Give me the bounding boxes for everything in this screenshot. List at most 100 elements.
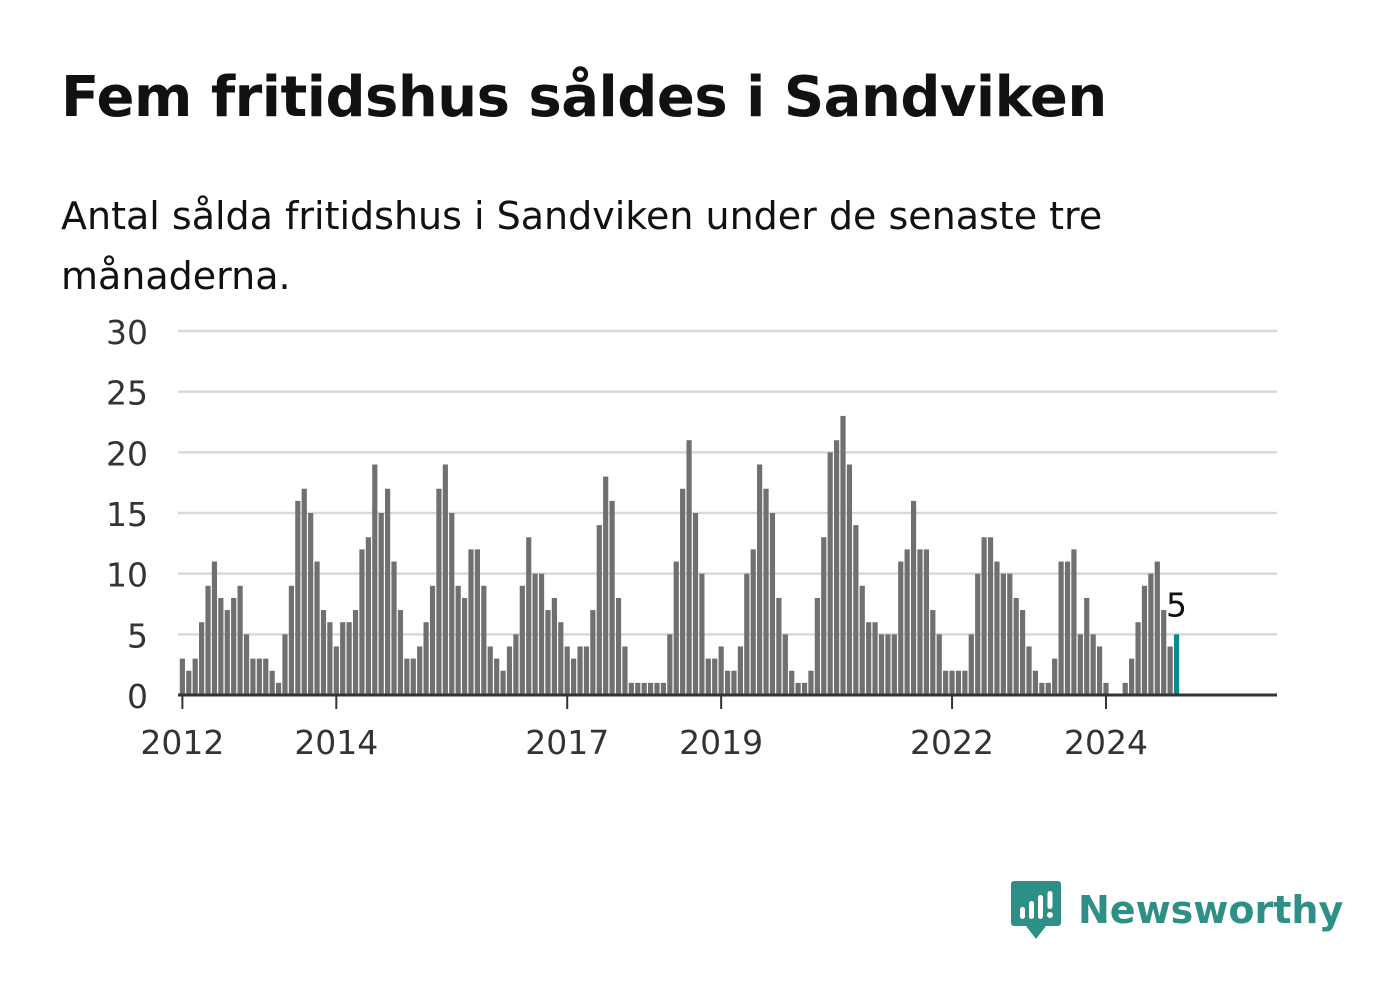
bar <box>635 682 641 695</box>
bar <box>429 585 436 695</box>
bar <box>449 513 455 695</box>
bar <box>1122 682 1128 695</box>
y-tick-label: 10 <box>106 556 148 595</box>
bar <box>526 537 532 695</box>
bar <box>224 610 230 695</box>
bar <box>577 646 583 695</box>
bar <box>975 573 981 695</box>
bar <box>314 561 320 695</box>
bar <box>814 597 820 695</box>
bar <box>622 646 628 695</box>
bar <box>962 670 968 695</box>
bar <box>378 513 384 695</box>
bar <box>269 670 275 695</box>
bar <box>1007 573 1013 695</box>
bar <box>1096 646 1103 695</box>
grid-lines <box>178 329 1277 636</box>
bar <box>218 597 224 695</box>
bar <box>769 513 776 695</box>
bar <box>391 561 397 695</box>
bar <box>1148 573 1154 695</box>
bar <box>320 610 327 695</box>
brand-logo: Newsworthy <box>1010 878 1343 942</box>
bar <box>673 561 679 695</box>
bar <box>346 622 352 695</box>
bar <box>782 634 788 695</box>
bar <box>583 646 590 695</box>
bar <box>853 525 859 695</box>
highlighted-bar <box>1173 634 1180 695</box>
bar <box>949 670 955 695</box>
bar <box>1141 585 1148 695</box>
bar <box>186 670 192 695</box>
x-tick-label: 2019 <box>679 723 763 762</box>
bar <box>474 549 481 695</box>
bar <box>699 573 705 695</box>
bar <box>763 488 769 695</box>
last-value-label: 5 <box>1166 585 1187 624</box>
bar <box>987 537 994 695</box>
bar <box>776 597 782 695</box>
bar <box>943 670 949 695</box>
bar <box>558 622 564 695</box>
bar-chart: 0 5 10 15 20 25 30 2012 2014 2017 2019 2022 2024 5 <box>106 313 1277 762</box>
bar <box>917 549 923 695</box>
bar <box>994 561 1000 695</box>
bar <box>481 585 487 695</box>
y-tick-label: 0 <box>127 677 148 716</box>
bar <box>731 670 737 695</box>
bar <box>1026 646 1032 695</box>
bar <box>1013 597 1019 695</box>
x-tick-label: 2017 <box>525 723 609 762</box>
bar <box>551 597 557 695</box>
bar <box>1071 549 1077 695</box>
bar <box>295 500 301 695</box>
bar <box>757 464 763 695</box>
x-axis-ticks: 2012 2014 2017 2019 2022 2024 <box>140 695 1148 762</box>
bar <box>275 682 282 695</box>
bar <box>955 670 962 695</box>
bar <box>718 646 724 695</box>
bar <box>199 622 205 695</box>
bar <box>179 658 185 695</box>
bar <box>705 658 711 695</box>
bar <box>256 658 262 695</box>
bar <box>878 634 885 695</box>
bar <box>596 525 602 695</box>
x-tick-label: 2012 <box>140 723 224 762</box>
bar <box>417 646 423 695</box>
bar <box>647 682 654 695</box>
bar <box>385 488 391 695</box>
bar <box>282 634 288 695</box>
bar <box>545 610 551 695</box>
bar <box>1058 561 1064 695</box>
bar <box>1064 561 1071 695</box>
bar <box>333 646 339 695</box>
bar <box>1077 634 1083 695</box>
bar <box>712 658 718 695</box>
bar <box>1129 658 1135 695</box>
bar <box>1039 682 1045 695</box>
bar <box>288 585 295 695</box>
bar <box>898 561 904 695</box>
bar <box>936 634 942 695</box>
bar <box>801 682 808 695</box>
bar <box>910 500 917 695</box>
bar <box>968 634 974 695</box>
y-tick-label: 25 <box>106 374 148 413</box>
bar <box>468 549 474 695</box>
bar <box>692 513 699 695</box>
bar <box>1052 658 1058 695</box>
bar <box>904 549 910 695</box>
bar <box>872 622 878 695</box>
bar <box>538 573 545 695</box>
bar <box>442 464 448 695</box>
bar <box>340 622 346 695</box>
bar <box>494 658 500 695</box>
y-tick-label: 30 <box>106 313 148 352</box>
bar <box>506 646 513 695</box>
bar <box>1161 610 1167 695</box>
bar <box>686 440 692 695</box>
x-tick-label: 2014 <box>294 723 378 762</box>
bar <box>1020 610 1026 695</box>
